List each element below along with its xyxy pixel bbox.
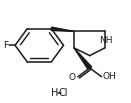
Polygon shape: [51, 27, 74, 31]
Text: Cl: Cl: [59, 88, 68, 98]
Text: OH: OH: [102, 72, 116, 81]
Text: NH: NH: [99, 36, 113, 45]
Text: O: O: [69, 73, 76, 82]
Text: H: H: [51, 88, 59, 98]
Polygon shape: [74, 48, 92, 69]
Text: F: F: [3, 41, 8, 50]
